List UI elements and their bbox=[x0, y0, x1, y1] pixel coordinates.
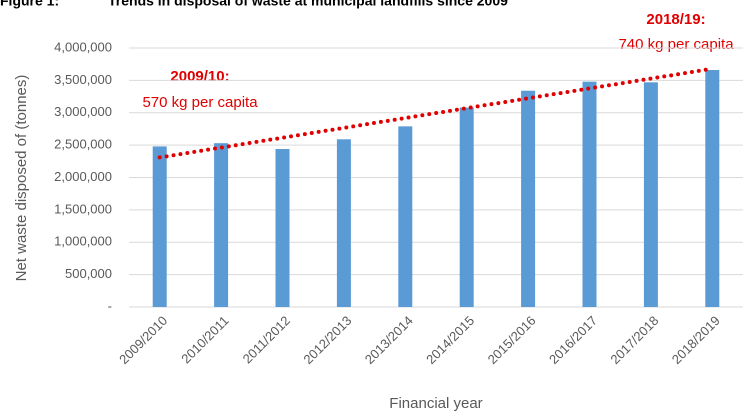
x-tick-label: 2014/2015 bbox=[423, 313, 477, 367]
x-tick-label: 2011/2012 bbox=[240, 313, 293, 366]
x-tick-label: 2018/2019 bbox=[669, 313, 723, 367]
bar bbox=[214, 143, 229, 307]
bar bbox=[643, 82, 658, 307]
x-tick-label: 2010/2011 bbox=[178, 313, 231, 366]
bar bbox=[275, 149, 290, 307]
x-tick-label: 2013/2014 bbox=[362, 313, 416, 367]
annotation-title: 2009/10: bbox=[170, 68, 229, 85]
x-tick-label: 2015/2016 bbox=[485, 313, 539, 367]
y-tick-label: - bbox=[108, 298, 112, 313]
chart-title: Trends in disposal of waste at municipal… bbox=[108, 0, 508, 9]
bar bbox=[705, 70, 720, 307]
trendline bbox=[157, 66, 715, 160]
bar bbox=[336, 139, 351, 307]
annotation-text: 570 kg per capita bbox=[142, 94, 258, 111]
annotation-text: 740 kg per capita bbox=[618, 36, 734, 53]
y-tick-label: 3,000,000 bbox=[54, 104, 112, 119]
x-axis-label: Financial year bbox=[389, 395, 482, 412]
figure-label: Figure 1: bbox=[0, 0, 59, 9]
y-tick-label: 4,000,000 bbox=[54, 39, 112, 54]
x-tick-label: 2012/2013 bbox=[300, 313, 354, 367]
y-tick-label: 3,500,000 bbox=[54, 72, 112, 87]
y-axis-label: Net waste disposed of (tonnes) bbox=[13, 75, 30, 282]
bar bbox=[521, 90, 536, 307]
y-tick-label: 2,500,000 bbox=[54, 137, 112, 152]
bar bbox=[459, 107, 474, 307]
annotation-title: 2018/19: bbox=[646, 11, 705, 28]
bar bbox=[152, 146, 167, 307]
x-tick-label: 2017/2018 bbox=[607, 313, 661, 367]
y-tick-label: 2,000,000 bbox=[54, 169, 112, 184]
y-tick-label: 500,000 bbox=[65, 266, 112, 281]
x-tick-label: 2009/2010 bbox=[116, 313, 170, 367]
bar bbox=[398, 126, 413, 307]
y-tick-label: 1,000,000 bbox=[54, 234, 112, 249]
x-tick-label: 2016/2017 bbox=[546, 313, 600, 367]
bar bbox=[582, 81, 597, 307]
y-tick-label: 1,500,000 bbox=[54, 201, 112, 216]
